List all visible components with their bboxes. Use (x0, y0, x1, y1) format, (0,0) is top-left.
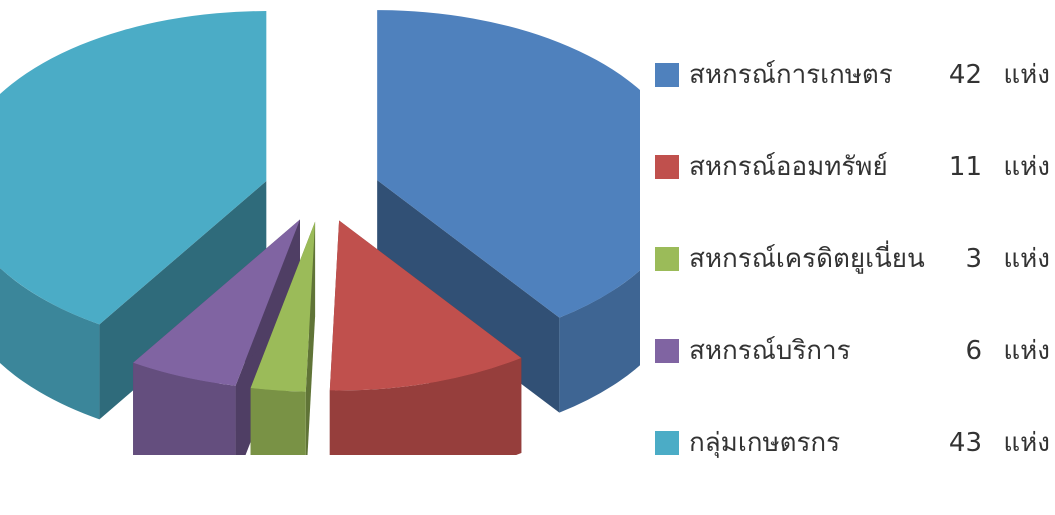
legend-label: สหกรณ์บริการ (689, 336, 851, 366)
legend-swatch (655, 339, 679, 363)
legend-value: 11 (948, 152, 982, 182)
legend-unit: แห่ง (1003, 428, 1050, 458)
legend-label: สหกรณ์การเกษตร (689, 60, 893, 90)
legend-unit: แห่ง (1003, 60, 1050, 90)
slice-rim (250, 387, 306, 455)
pie-slice (133, 219, 301, 455)
legend-swatch (655, 63, 679, 87)
slice-top-face (133, 219, 301, 386)
legend-item: สหกรณ์เครดิตยูเนี่ยน 3 แห่ง (655, 239, 1050, 331)
legend-value: 43 (948, 428, 982, 458)
chart-legend: สหกรณ์การเกษตร 42 แห่ง สหกรณ์ออมทรัพย์ 1… (655, 55, 1050, 515)
legend-label: สหกรณ์เครดิตยูเนี่ยน (689, 244, 925, 274)
slice-rim (0, 267, 100, 420)
legend-unit: แห่ง (1003, 244, 1050, 274)
legend-value: 6 (965, 336, 982, 366)
legend-unit: แห่ง (1003, 336, 1050, 366)
legend-swatch (655, 155, 679, 179)
slice-top-face (329, 220, 522, 391)
legend-label: สหกรณ์ออมทรัพย์ (689, 152, 888, 182)
legend-swatch (655, 247, 679, 271)
legend-unit: แห่ง (1003, 152, 1050, 182)
pie-chart (0, 10, 640, 455)
pie-slice (250, 221, 316, 455)
slice-top-face (250, 221, 316, 392)
legend-value: 3 (965, 244, 982, 274)
slice-rim (559, 270, 640, 413)
legend-value: 42 (948, 60, 982, 90)
legend-swatch (655, 431, 679, 455)
pie-slice (329, 220, 522, 455)
slice-top-face (377, 10, 640, 318)
slice-top-face (0, 11, 267, 325)
legend-item: สหกรณ์การเกษตร 42 แห่ง (655, 55, 1050, 147)
slice-rim (133, 362, 236, 455)
legend-item: สหกรณ์ออมทรัพย์ 11 แห่ง (655, 147, 1050, 239)
slice-rim (329, 358, 522, 455)
legend-item: สหกรณ์บริการ 6 แห่ง (655, 331, 1050, 423)
legend-label: กลุ่มเกษตรกร (689, 428, 841, 458)
legend-item: กลุ่มเกษตรกร 43 แห่ง (655, 423, 1050, 515)
